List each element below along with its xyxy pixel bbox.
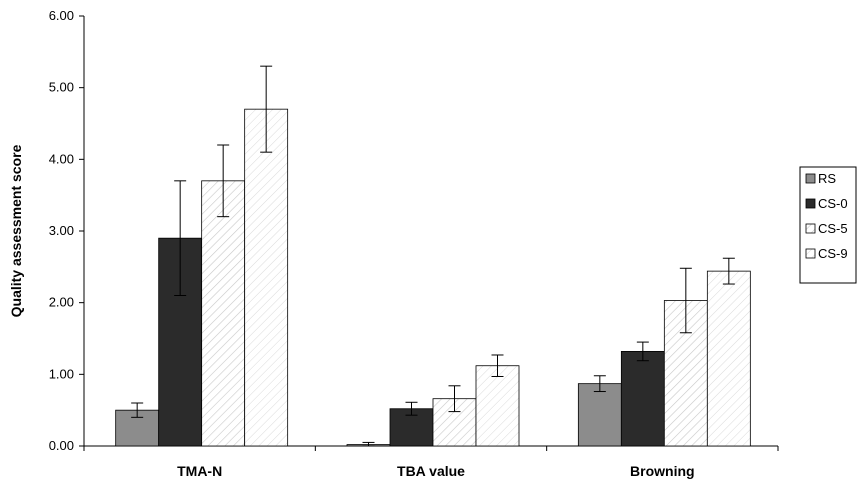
- legend-item-cs-9: CS-9: [805, 246, 848, 261]
- error-bars: [131, 65, 735, 447]
- legend-label: RS: [818, 171, 836, 186]
- bar-cs-0-browning: [620, 350, 665, 447]
- error-bar: [174, 180, 187, 296]
- error-bar: [593, 375, 606, 393]
- error-bar: [636, 341, 649, 362]
- bar-cs-5-tma-n: [201, 180, 246, 447]
- legend-swatch: [805, 173, 816, 184]
- error-bar: [448, 385, 461, 413]
- error-bar: [491, 354, 504, 377]
- bar-cs-9-tba-value: [475, 365, 520, 447]
- error-bar: [362, 441, 375, 447]
- error-bar: [679, 267, 692, 334]
- legend-label: CS-0: [818, 196, 848, 211]
- y-tick-label: 0.00: [49, 438, 74, 453]
- legend-swatch: [805, 223, 816, 234]
- legend: RS CS-0 CS-5 CS-9: [799, 166, 857, 284]
- x-category-label: TBA value: [397, 463, 465, 479]
- y-tick-label: 1.00: [49, 366, 74, 381]
- legend-label: CS-9: [818, 246, 848, 261]
- bars: [115, 108, 751, 447]
- bar-cs-9-tma-n: [244, 108, 289, 447]
- y-tick-label: 3.00: [49, 223, 74, 238]
- y-tick-label: 4.00: [49, 151, 74, 166]
- error-bar: [405, 401, 418, 416]
- y-tick-label: 2.00: [49, 295, 74, 310]
- bar-cs-9-browning: [706, 270, 751, 447]
- y-axis-label: Quality assessment score: [8, 144, 24, 317]
- error-bar: [722, 257, 735, 285]
- legend-label: CS-5: [818, 221, 848, 236]
- legend-item-cs-5: CS-5: [805, 221, 848, 236]
- y-axis: 0.00 1.00 2.00 3.00 4.00 5.00 6.00: [49, 8, 85, 453]
- legend-swatch: [805, 198, 816, 209]
- legend-item-cs-0: CS-0: [805, 196, 848, 211]
- x-axis: TMA-N TBA value Browning: [83, 445, 779, 479]
- error-bar: [131, 402, 144, 418]
- bar-rs-browning: [577, 383, 622, 447]
- error-bar: [260, 65, 273, 153]
- y-tick-label: 6.00: [49, 8, 74, 23]
- legend-item-rs: RS: [805, 171, 836, 186]
- y-tick-label: 5.00: [49, 80, 74, 95]
- error-bar: [217, 144, 230, 218]
- x-category-label: TMA-N: [177, 463, 222, 479]
- legend-swatch: [805, 248, 816, 259]
- x-category-label: Browning: [630, 463, 695, 479]
